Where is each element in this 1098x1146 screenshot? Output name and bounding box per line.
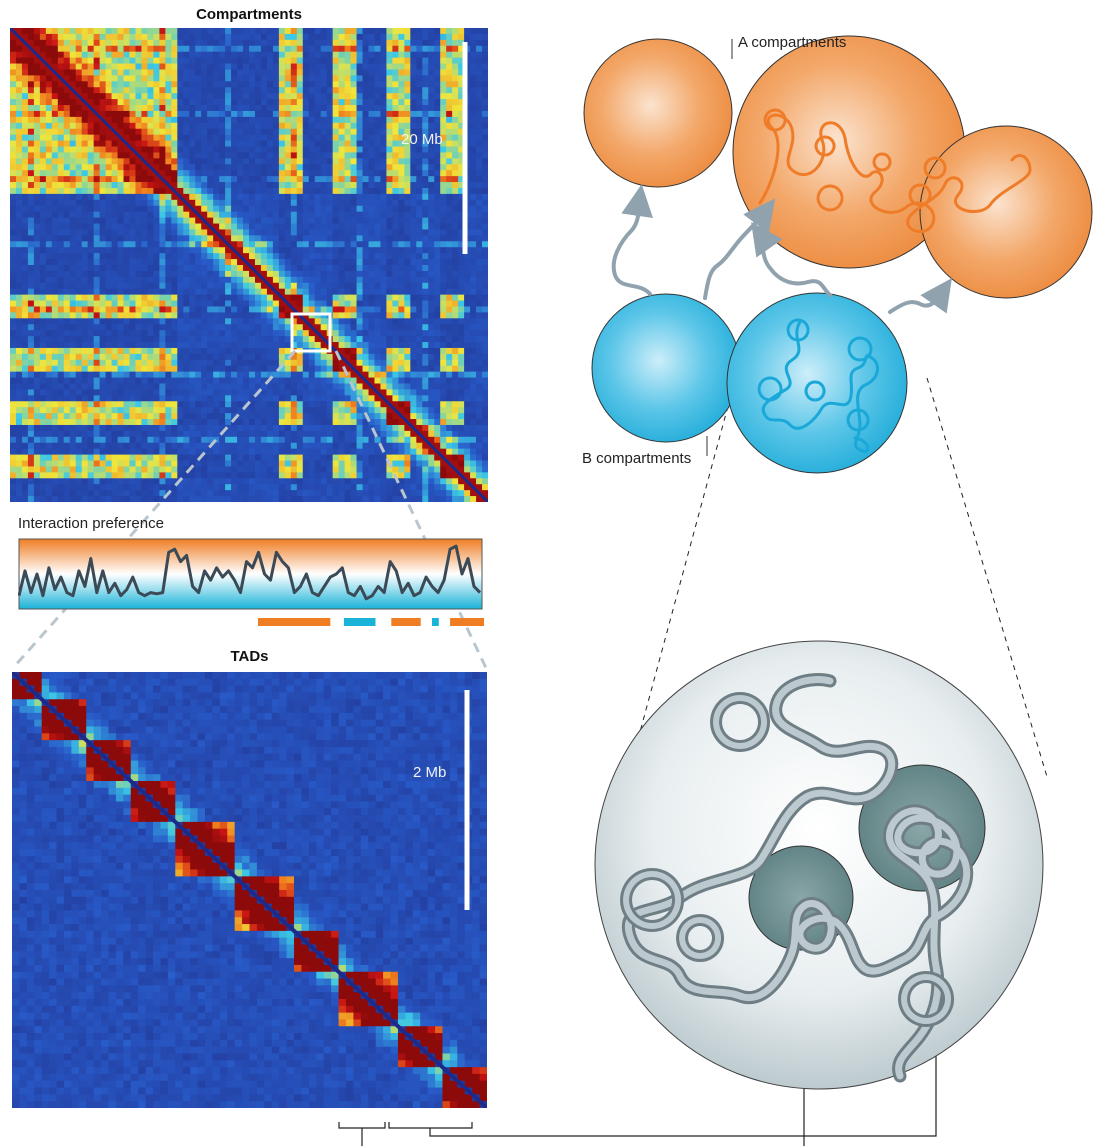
compartment-segment-b (343, 618, 376, 626)
compartment-segment-a (450, 618, 484, 626)
interaction-preference-label: Interaction preference (18, 515, 164, 532)
compartment-segment-a (391, 618, 421, 626)
a-compartments-label: A compartments (738, 34, 847, 51)
compartments-title: Compartments (196, 6, 302, 23)
chromatin-fiber (620, 673, 974, 1083)
a-compartment-sphere-right (919, 125, 1093, 299)
compartments-heatmap (10, 28, 488, 502)
b-compartments-label: B compartments (582, 450, 692, 467)
tads-heatmap (12, 672, 487, 1108)
a-chromatin-fiber (758, 113, 1032, 234)
tads-title: TADs (230, 648, 269, 665)
compartment-assignment-bar (258, 618, 484, 626)
tads-scale-label: 2 Mb (413, 764, 447, 781)
compartment-segment-b (432, 618, 439, 626)
b-compartment-sphere-left (591, 293, 741, 443)
compartment-diagram (583, 35, 1093, 474)
interaction-preference-track (18, 538, 483, 610)
compartments-scale-label: 20 Mb (401, 131, 443, 148)
b-chromatin-fiber (761, 320, 880, 453)
a-compartment-sphere-left (583, 38, 733, 188)
compartment-segment-a (258, 618, 331, 626)
tad-sphere-diagram (594, 640, 1044, 1090)
zoom-box (290, 312, 332, 353)
